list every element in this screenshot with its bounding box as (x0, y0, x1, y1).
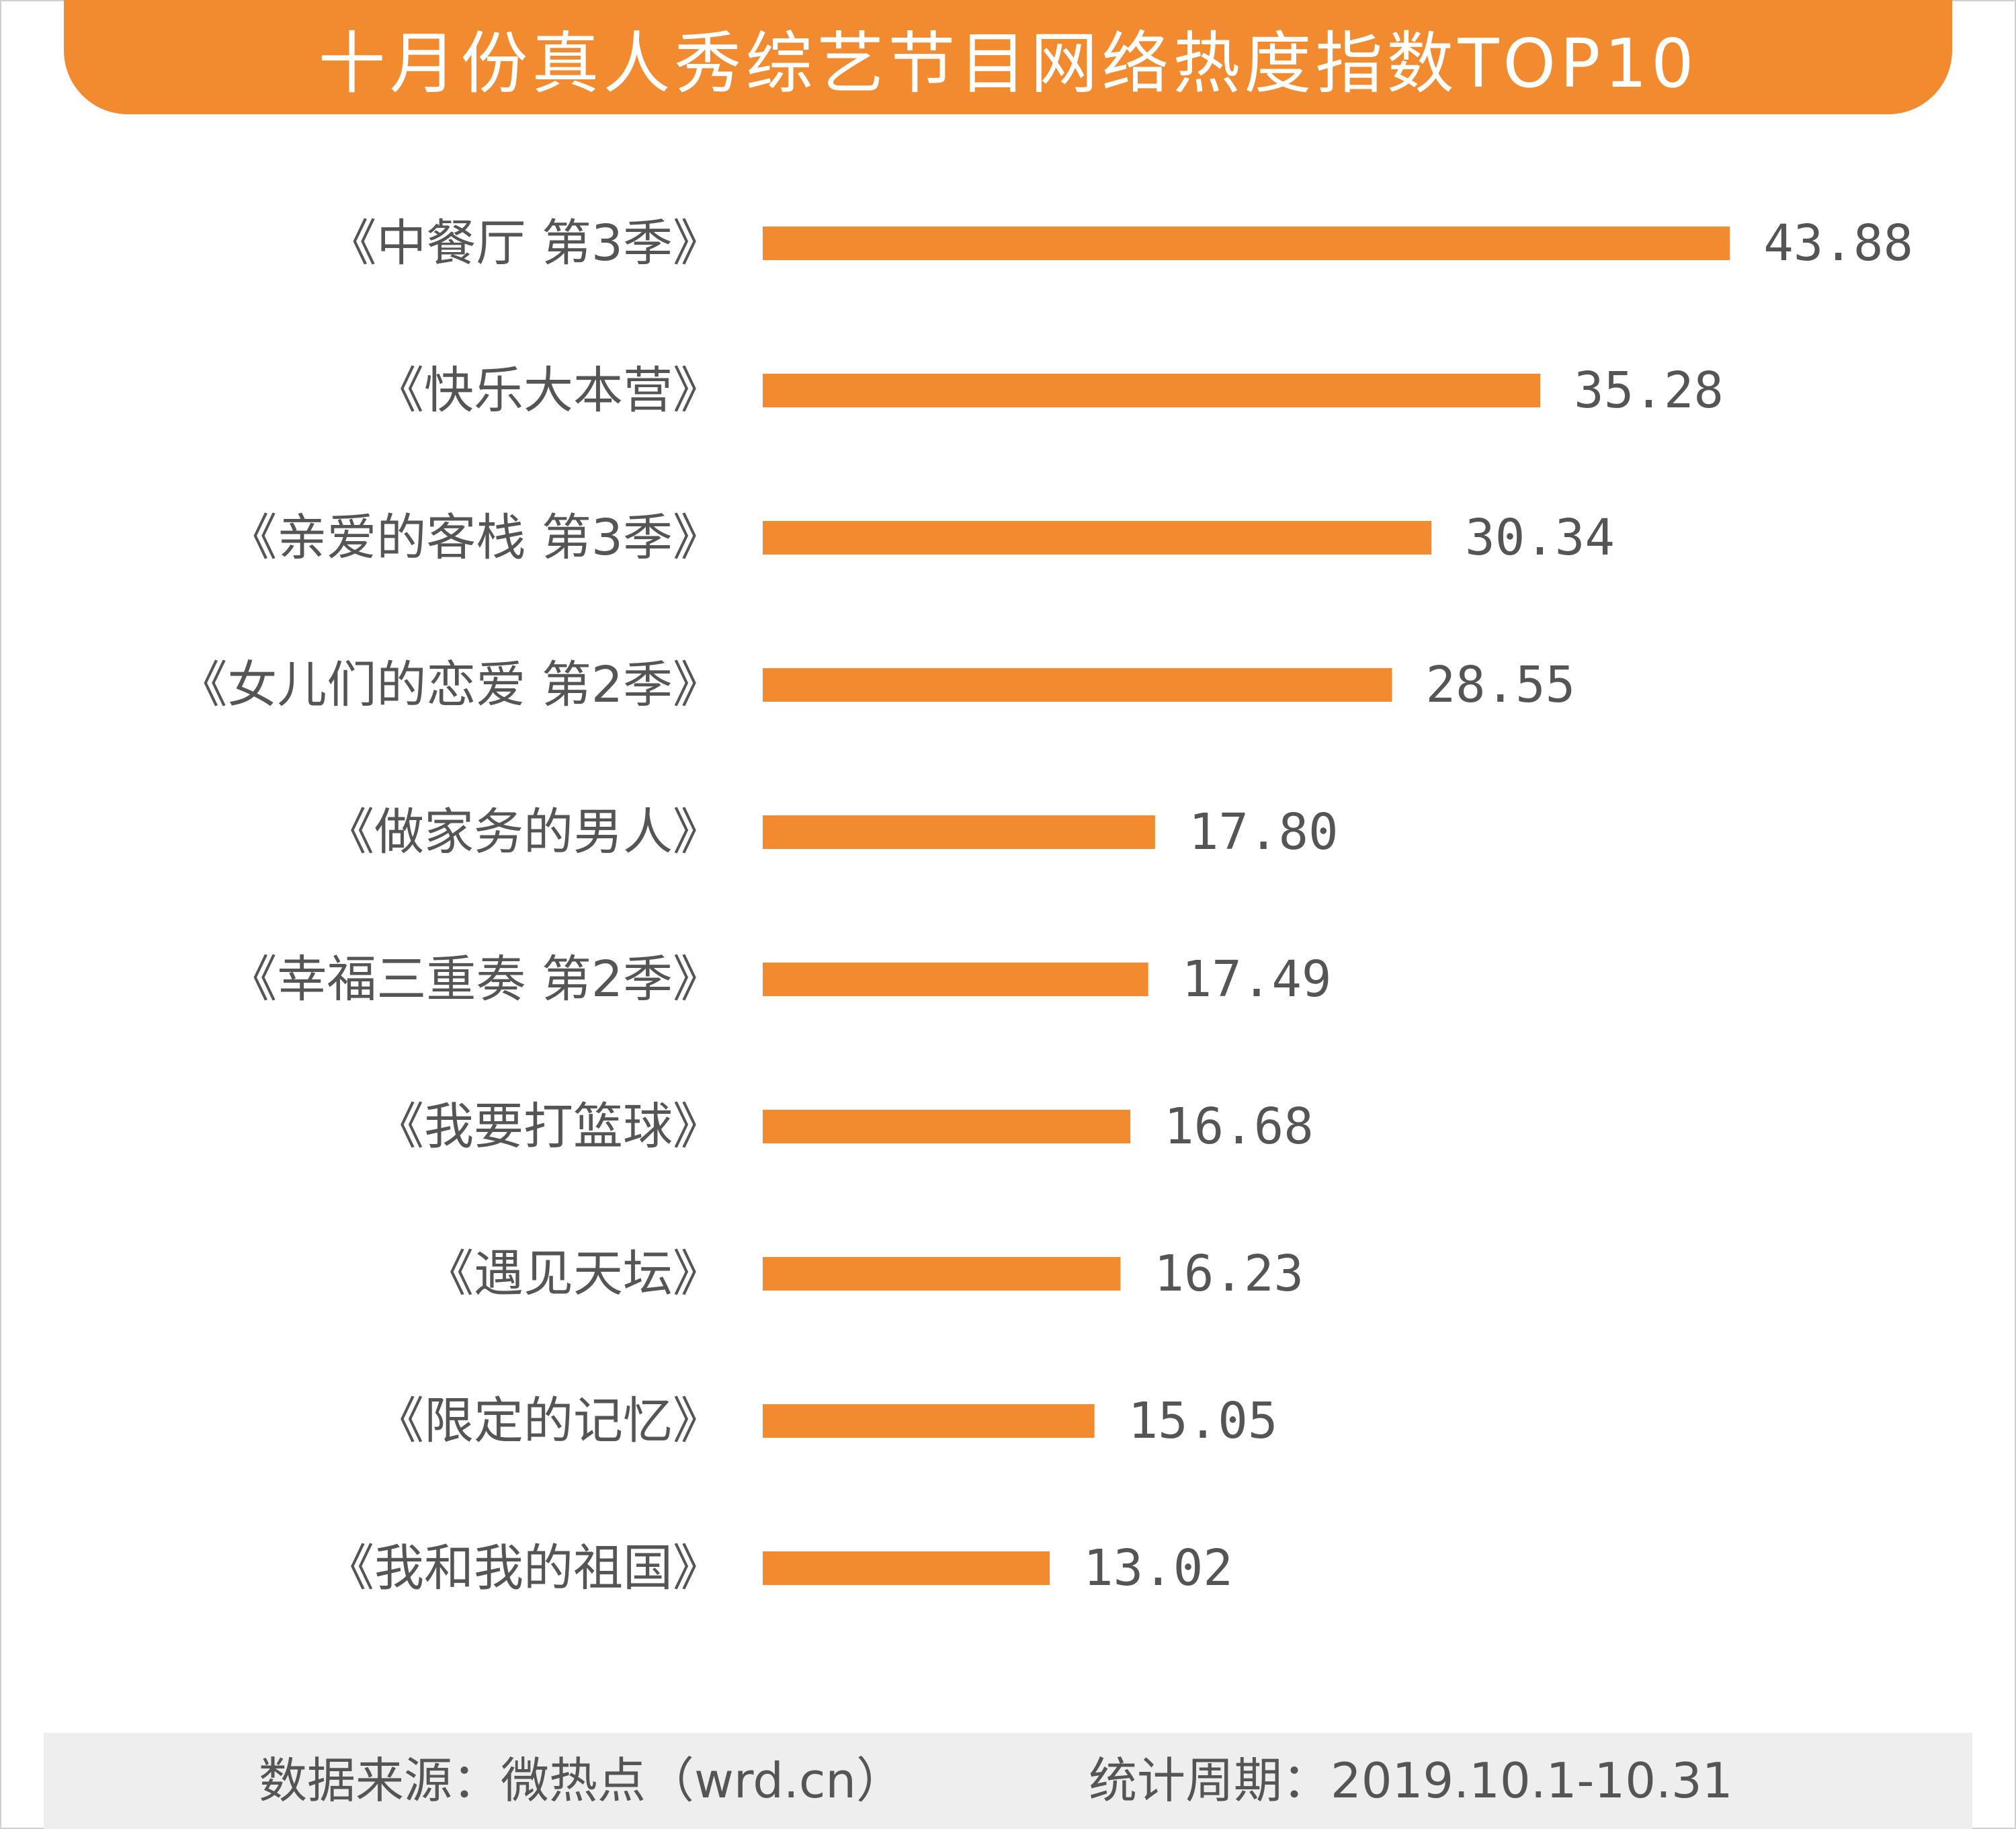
category-label: 《女儿们的恋爱 第2季》 (177, 656, 722, 714)
bar (763, 1551, 1050, 1585)
category-label: 《亲爱的客栈 第3季》 (227, 509, 722, 567)
bar (763, 668, 1392, 702)
value-label: 17.80 (1189, 803, 1339, 861)
category-label: 《我要打篮球》 (374, 1098, 722, 1155)
category-label: 《中餐厅 第3季》 (327, 214, 722, 272)
chart-title: 十月份真人秀综艺节目网络热度指数TOP10 (318, 24, 1698, 103)
value-label: 30.34 (1465, 509, 1615, 567)
data-source-text: 数据来源：微热点（wrd.cn） (259, 1752, 905, 1809)
category-label: 《遇见天坛》 (424, 1245, 722, 1303)
bar (763, 963, 1148, 996)
bar (763, 227, 1730, 260)
title-banner: 十月份真人秀综艺节目网络热度指数TOP10 (64, 0, 1952, 114)
value-label: 43.88 (1763, 214, 1913, 272)
category-label: 《幸福三重奏 第2季》 (227, 950, 722, 1008)
value-label: 35.28 (1574, 362, 1724, 419)
value-label: 16.68 (1164, 1098, 1314, 1155)
value-label: 17.49 (1182, 950, 1332, 1008)
period-text: 统计周期：2019.10.1-10.31 (1089, 1752, 1733, 1809)
bar (763, 1110, 1131, 1143)
value-label: 15.05 (1128, 1392, 1278, 1450)
footer-bar: 数据来源：微热点（wrd.cn） 统计周期：2019.10.1-10.31 (44, 1733, 1972, 1829)
bar (763, 374, 1541, 407)
category-label: 《我和我的祖国》 (325, 1539, 722, 1597)
bar (763, 1257, 1121, 1291)
category-label: 《快乐大本营》 (374, 362, 722, 419)
bar (763, 815, 1155, 849)
value-label: 13.02 (1083, 1539, 1233, 1597)
bar (763, 521, 1432, 555)
value-label: 28.55 (1425, 656, 1575, 714)
bar (763, 1404, 1095, 1438)
value-label: 16.23 (1154, 1245, 1304, 1303)
category-label: 《限定的记忆》 (374, 1392, 722, 1450)
category-label: 《做家务的男人》 (325, 803, 722, 861)
